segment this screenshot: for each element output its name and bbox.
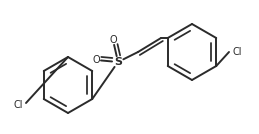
Text: O: O	[92, 55, 100, 65]
Text: Cl: Cl	[232, 47, 242, 57]
Text: S: S	[114, 57, 122, 67]
Text: Cl: Cl	[13, 100, 23, 110]
Text: O: O	[109, 35, 117, 45]
